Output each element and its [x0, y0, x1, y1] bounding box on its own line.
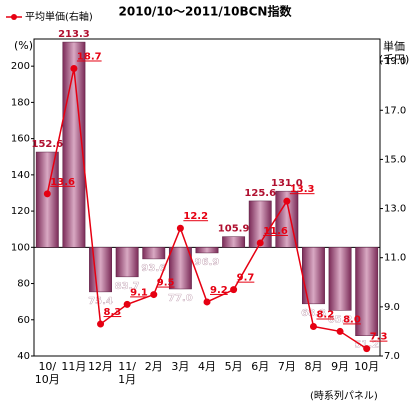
bar-value-label: 68.8 — [301, 308, 326, 319]
line-marker — [283, 197, 291, 205]
bar — [355, 247, 379, 336]
line-value-label: 8.2 — [316, 310, 334, 321]
y-tick-label: 40 — [17, 351, 30, 362]
x-tick-label: 9月 — [331, 360, 350, 373]
bar-value-label: 213.3 — [58, 29, 90, 40]
bar — [195, 247, 219, 254]
line-marker — [256, 239, 264, 247]
x-tick-label: 7月 — [277, 360, 296, 373]
y-tick-label: 60 — [17, 315, 30, 326]
x-tick-label: 3月 — [171, 360, 190, 373]
y2-tick-label: 15.0 — [384, 154, 406, 165]
bar-value-label: 83.7 — [115, 281, 140, 292]
line-value-label: 7.3 — [370, 332, 388, 343]
y2-axis-label: 単価 (千円) — [378, 40, 410, 66]
bar-value-label: 125.6 — [244, 188, 276, 199]
x-tick-label: 2月 — [144, 360, 163, 373]
line-value-label: 11.6 — [263, 226, 288, 237]
line-value-label: 18.7 — [77, 51, 102, 62]
x-tick-label: 5月 — [224, 360, 243, 373]
y2-tick-label: 17.0 — [384, 105, 406, 116]
footnote: (時系列パネル) — [310, 389, 378, 402]
line-value-label: 8.3 — [104, 307, 122, 318]
bar-value-label: 93.6 — [141, 263, 166, 274]
line-marker — [176, 224, 184, 232]
bar — [142, 247, 166, 260]
line-marker — [150, 291, 158, 299]
bar-value-label: 131.0 — [271, 178, 303, 189]
x-tick-label: 10月 — [354, 360, 380, 373]
y-tick-label: 100 — [11, 242, 30, 253]
y2-tick-label: 11.0 — [384, 253, 406, 264]
y-tick-label: 160 — [11, 134, 30, 145]
bar-value-label: 152.6 — [31, 139, 63, 150]
line-marker — [203, 298, 211, 306]
line-value-label: 12.2 — [183, 211, 208, 222]
y-tick-label: 140 — [11, 170, 30, 181]
legend-marker — [11, 14, 17, 20]
line-marker — [230, 286, 238, 294]
y-tick-label: 120 — [11, 206, 30, 217]
line-value-label: 9.5 — [157, 278, 175, 289]
line-marker — [123, 300, 131, 308]
line-marker — [70, 64, 78, 72]
line-value-label: 13.3 — [290, 184, 315, 195]
line-marker — [309, 323, 317, 331]
x-tick-label: 8月 — [304, 360, 323, 373]
bar-value-label: 96.9 — [195, 257, 220, 268]
y2-tick-label: 13.0 — [384, 204, 406, 215]
x-tick-label: 11月 — [61, 360, 87, 373]
x-tick-label: 10/ 10月 — [34, 360, 60, 386]
bar — [89, 247, 112, 293]
line-value-label: 9.7 — [237, 273, 255, 284]
bar — [302, 247, 325, 305]
bar — [35, 151, 59, 248]
y-axis-label: (%) — [14, 39, 33, 52]
line-value-label: 8.0 — [343, 314, 361, 325]
line-marker — [336, 327, 344, 335]
y2-tick-label: 9.0 — [384, 302, 400, 313]
bar-value-label: 65.2 — [328, 314, 353, 325]
bar-value-label: 105.9 — [218, 224, 250, 235]
y-tick-label: 180 — [11, 97, 30, 108]
bar-value-label: 75.4 — [88, 296, 113, 307]
line-marker — [43, 190, 51, 198]
bar — [328, 247, 352, 311]
x-tick-label: 4月 — [198, 360, 216, 373]
y2-tick-label: 7.0 — [384, 351, 400, 362]
line-value-label: 9.1 — [130, 287, 148, 298]
chart-title: 2010/10～2011/10BCN指数 — [119, 4, 293, 19]
x-tick-label: 11/ 1月 — [118, 360, 137, 386]
legend-label: 平均単価(右軸) — [25, 10, 93, 23]
y2-tick-label: 19.0 — [384, 56, 406, 67]
bar — [168, 247, 192, 290]
bar — [115, 247, 139, 278]
x-tick-label: 12月 — [88, 360, 114, 373]
x-tick-label: 6月 — [251, 360, 270, 373]
y-tick-label: 80 — [17, 279, 30, 290]
bar-value-label: 77.0 — [168, 293, 193, 304]
line-marker — [363, 345, 371, 353]
bar — [222, 236, 246, 248]
line-value-label: 9.2 — [210, 285, 228, 296]
y-tick-label: 200 — [11, 61, 30, 72]
line-value-label: 13.6 — [50, 177, 75, 188]
plot-area — [33, 38, 381, 357]
line-marker — [97, 320, 105, 328]
